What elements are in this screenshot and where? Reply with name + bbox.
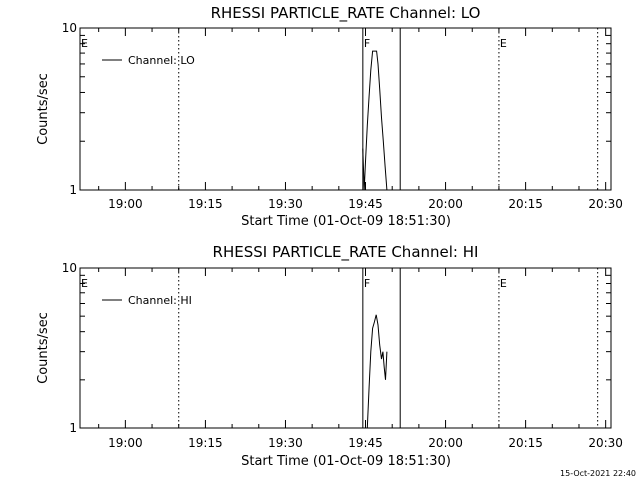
legend-entry: Channel: LO	[128, 54, 195, 67]
x-tick-label: 19:30	[268, 436, 303, 450]
x-tick-label: 19:15	[188, 197, 223, 211]
flag-label: E	[81, 37, 88, 50]
series-line	[362, 50, 388, 191]
flag-label: E	[81, 277, 88, 290]
panel-lo: RHESSI PARTICLE_RATE Channel: LO Counts/s…	[36, 4, 623, 229]
flag-label: E	[500, 277, 507, 290]
x-tick-label: 19:00	[108, 197, 143, 211]
flag-label: F	[364, 37, 370, 50]
plot-frame	[79, 27, 612, 191]
y-tick-label: 10	[62, 261, 77, 275]
y-tick-label: 1	[69, 421, 77, 435]
chart-title: RHESSI PARTICLE_RATE Channel: HI	[213, 243, 479, 262]
y-tick-label: 10	[62, 21, 77, 35]
chart-title: RHESSI PARTICLE_RATE Channel: LO	[211, 4, 481, 23]
series-line	[366, 314, 388, 429]
panel-hi: RHESSI PARTICLE_RATE Channel: HI Counts/s…	[36, 243, 623, 469]
x-axis-label: Start Time (01-Oct-09 18:51:30)	[241, 214, 451, 229]
x-tick-label: 19:45	[348, 436, 383, 450]
x-tick-label: 20:00	[428, 197, 463, 211]
y-axis-label: Counts/sec	[36, 312, 51, 384]
x-tick-label: 20:15	[508, 197, 543, 211]
y-tick-label: 1	[69, 183, 77, 197]
x-tick-label: 19:30	[268, 197, 303, 211]
x-tick-label: 20:15	[508, 436, 543, 450]
plot-frame	[79, 267, 612, 429]
legend-entry: Channel: HI	[128, 294, 192, 307]
x-axis-label: Start Time (01-Oct-09 18:51:30)	[241, 454, 451, 469]
flag-label: F	[364, 277, 370, 290]
x-tick-label: 19:15	[188, 436, 223, 450]
x-tick-label: 19:45	[348, 197, 383, 211]
footer-timestamp: 15-Oct-2021 22:40	[560, 469, 636, 478]
flag-label: E	[500, 37, 507, 50]
x-tick-label: 20:30	[588, 436, 623, 450]
x-tick-label: 19:00	[108, 436, 143, 450]
x-tick-label: 20:00	[428, 436, 463, 450]
y-axis-label: Counts/sec	[36, 73, 51, 145]
x-tick-label: 20:30	[588, 197, 623, 211]
